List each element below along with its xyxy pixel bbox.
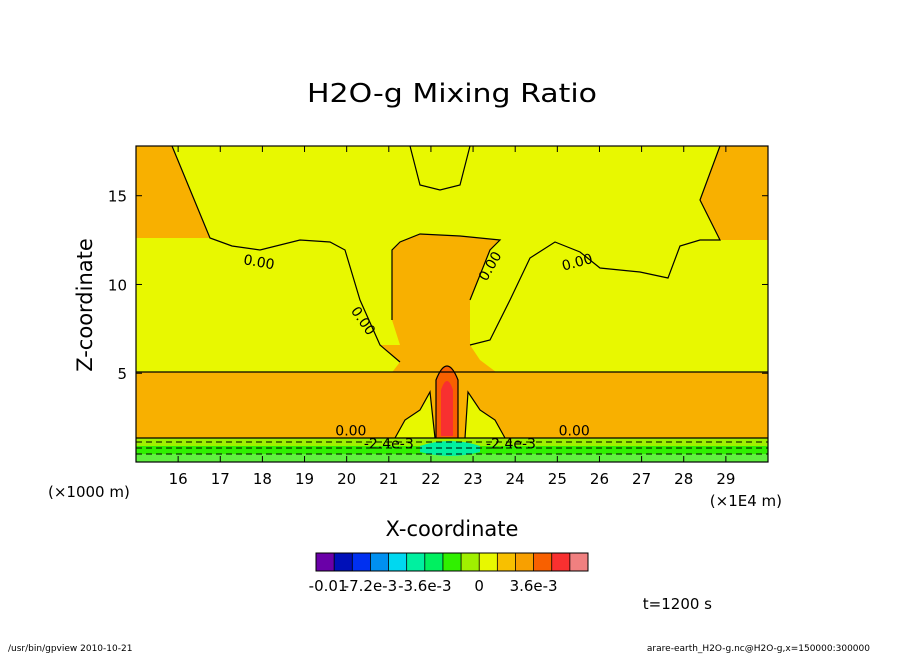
contour-label: 0.00	[242, 252, 275, 273]
x-unit-right: (×1E4 m)	[710, 492, 782, 510]
colorbar-tick-label: 3.6e-3	[510, 577, 558, 595]
x-tick-label: 23	[464, 470, 483, 488]
x-tick-label: 19	[295, 470, 314, 488]
y-axis-ticks: 5 10 15	[108, 188, 768, 383]
colorbar-frame	[315, 552, 589, 572]
colorbar-swatch	[370, 553, 390, 571]
colorbar-swatch	[406, 553, 426, 571]
colorbar: -0.01-7.2e-3 -3.6e-3 0 3.6e-3	[309, 552, 589, 595]
orange-notch-right	[700, 146, 768, 240]
colorbar-swatch	[352, 553, 371, 571]
footer-left: /usr/bin/gpview 2010-10-21	[8, 644, 132, 654]
zero-contours	[136, 146, 768, 439]
negative-contours	[136, 441, 768, 455]
contour-label: 0.00	[559, 423, 590, 439]
x-tick-label: 18	[253, 470, 272, 488]
colorbar-tick-label: -3.6e-3	[398, 577, 451, 595]
contour-label: 0.00	[560, 251, 594, 275]
x-tick-label: 25	[548, 470, 567, 488]
x-tick-label: 24	[506, 470, 525, 488]
x-tick-label: 27	[632, 470, 651, 488]
contour-label: -2.4e-3	[364, 437, 414, 453]
contour-label: 0.00	[335, 423, 366, 439]
yellow-plume-left	[395, 392, 435, 438]
colorbar-swatch	[479, 553, 498, 571]
contour-label: -2.4e-3	[486, 437, 536, 453]
colorbar-swatch	[334, 553, 353, 571]
colorbar-swatch	[424, 553, 444, 571]
colorbar-swatch	[533, 553, 553, 571]
colorbar-swatch	[388, 553, 408, 571]
x-tick-label: 20	[337, 470, 356, 488]
x-tick-label: 17	[211, 470, 230, 488]
colorbar-swatch	[316, 553, 335, 571]
colorbar-swatch	[515, 553, 535, 571]
x-tick-label: 26	[590, 470, 609, 488]
yellow-region-top-center	[190, 146, 720, 345]
y-axis-label: Z-coordinate	[73, 238, 97, 372]
red-core-inner	[441, 381, 453, 436]
colorbar-swatch	[569, 553, 589, 571]
x-tick-label: 28	[674, 470, 693, 488]
y-tick-label: 15	[108, 188, 127, 206]
yellow-region-left	[136, 238, 400, 375]
y-tick-label: 10	[108, 276, 127, 294]
colorbar-swatch	[551, 553, 571, 571]
yellow-region-right	[470, 240, 768, 375]
x-tick-label: 21	[379, 470, 398, 488]
x-unit-left: (×1000 m)	[48, 483, 130, 501]
colorbar-tick-label: 0	[474, 577, 484, 595]
x-axis-ticks: 16 17 18 19 20 21 22 23 24 25 26 27 28 29	[169, 146, 735, 488]
colorbar-tick-label: -7.2e-3	[344, 577, 397, 595]
orange-notch-left	[136, 146, 210, 238]
contour-field	[136, 146, 768, 462]
green-layer-3	[136, 454, 768, 462]
x-tick-label: 29	[716, 470, 735, 488]
colorbar-swatch	[497, 553, 516, 571]
footer-right: arare-earth_H2O-g.nc@H2O-g,x=150000:3000…	[647, 644, 870, 654]
colorbar-swatch	[442, 553, 462, 571]
x-tick-label: 16	[169, 470, 188, 488]
x-tick-label: 22	[421, 470, 440, 488]
chart-title: H2O-g Mixing Ratio	[307, 79, 597, 109]
y-tick-label: 5	[117, 365, 127, 383]
colorbar-tick-label: -0.01	[309, 577, 348, 595]
plot-frame	[135, 145, 769, 463]
colorbar-swatch	[461, 553, 480, 571]
time-label: t=1200 s	[643, 595, 712, 613]
x-axis-label: X-coordinate	[386, 517, 519, 541]
